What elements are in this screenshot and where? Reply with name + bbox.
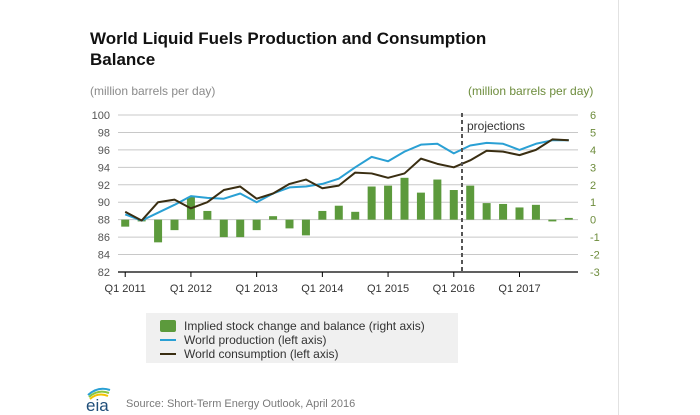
left-tick-label: 100: [92, 110, 110, 122]
page-divider: [618, 0, 619, 415]
stock-change-bar: [236, 219, 245, 238]
left-tick-label: 84: [98, 250, 110, 262]
right-axis: -3 -2 -1 0 1 2 3 4 5 6: [590, 110, 600, 279]
stock-change-bar: [203, 210, 212, 220]
bar-series: [121, 177, 573, 243]
left-tick-label: 92: [98, 180, 110, 192]
stock-change-bar: [318, 210, 327, 220]
stock-change-bar: [564, 217, 573, 220]
gridlines: [118, 114, 578, 256]
left-tick-label: 82: [98, 267, 110, 279]
stock-change-bar: [482, 203, 491, 220]
left-tick-label: 94: [98, 162, 110, 174]
x-tick-label: Q1 2017: [498, 283, 540, 295]
projections-label: projections: [467, 119, 525, 133]
chart-title: World Liquid Fuels Production and Consum…: [90, 29, 487, 69]
stock-change-bar: [548, 219, 557, 222]
right-tick-label: -1: [590, 232, 600, 244]
x-tick-label: Q1 2013: [236, 283, 278, 295]
stock-change-bar: [466, 185, 475, 220]
legend-swatch-line: [160, 353, 176, 355]
stock-change-bar: [269, 216, 278, 220]
right-tick-label: 1: [590, 197, 596, 209]
stock-change-bar: [499, 203, 508, 220]
x-tick-label: Q1 2012: [170, 283, 212, 295]
legend-label: World production (left axis): [184, 333, 327, 347]
stock-change-bar: [219, 219, 228, 238]
left-tick-label: 86: [98, 232, 110, 244]
legend-swatch-line: [160, 339, 176, 341]
legend-swatch-bar: [160, 320, 176, 332]
right-tick-label: -3: [590, 267, 600, 279]
right-tick-label: 2: [590, 180, 596, 192]
stock-change-bar: [515, 207, 524, 220]
source-note: Source: Short-Term Energy Outlook, April…: [126, 398, 356, 410]
stock-change-bar: [170, 219, 179, 231]
left-axis-unit: (million barrels per day): [90, 84, 216, 98]
eia-logo-icon: eia: [86, 387, 111, 412]
left-tick-label: 90: [98, 197, 110, 209]
legend: Implied stock change and balance (right …: [146, 313, 458, 363]
left-tick-label: 96: [98, 145, 110, 157]
right-axis-unit: (million barrels per day): [468, 84, 594, 98]
stock-change-bar: [367, 186, 376, 220]
consumption-line: [124, 138, 569, 222]
legend-label: Implied stock change and balance (right …: [184, 319, 425, 333]
right-tick-label: 3: [590, 162, 596, 174]
x-tick-label: Q1 2016: [433, 283, 475, 295]
production-line: [124, 139, 569, 222]
right-tick-label: -2: [590, 250, 600, 262]
stock-change-bar: [400, 177, 409, 220]
x-axis: Q1 2011 Q1 2012 Q1 2013 Q1 2014 Q1 2015 Q1 20…: [105, 271, 578, 295]
right-tick-label: 4: [590, 145, 596, 157]
legend-label: World consumption (left axis): [184, 347, 339, 361]
stock-change-bar: [433, 179, 442, 220]
logo-text: eia: [86, 396, 109, 412]
stock-change-bar: [301, 219, 310, 236]
x-tick-label: Q1 2011: [105, 283, 146, 295]
stock-change-bar: [334, 205, 343, 220]
x-tick-label: Q1 2014: [301, 283, 343, 295]
right-tick-label: 0: [590, 215, 596, 227]
left-tick-label: 98: [98, 127, 110, 139]
stock-change-bar: [449, 190, 458, 220]
stock-change-bar: [285, 219, 294, 229]
stock-change-bar: [154, 219, 163, 243]
stock-change-bar: [252, 219, 261, 231]
stock-change-bar: [531, 204, 540, 220]
left-tick-label: 88: [98, 215, 110, 227]
left-axis: 82 84 86 88 90 92 94 96 98 100: [92, 110, 110, 279]
stock-change-bar: [384, 185, 393, 220]
line-series: [124, 138, 569, 222]
right-tick-label: 5: [590, 127, 596, 139]
stock-change-bar: [416, 192, 425, 220]
right-tick-label: 6: [590, 110, 596, 122]
stock-change-bar: [121, 219, 130, 227]
projections-annotation: projections: [461, 113, 525, 272]
x-tick-label: Q1 2015: [367, 283, 409, 295]
stock-change-bar: [351, 211, 360, 220]
